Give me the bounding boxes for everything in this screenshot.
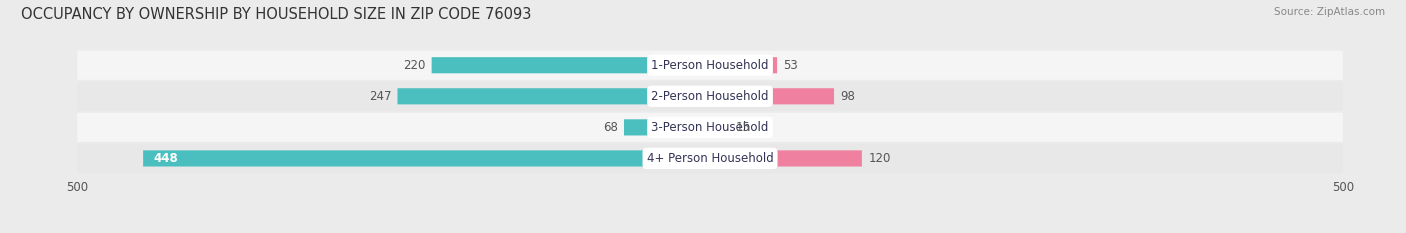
Text: OCCUPANCY BY OWNERSHIP BY HOUSEHOLD SIZE IN ZIP CODE 76093: OCCUPANCY BY OWNERSHIP BY HOUSEHOLD SIZE…: [21, 7, 531, 22]
Text: 3-Person Household: 3-Person Household: [651, 121, 769, 134]
FancyBboxPatch shape: [710, 119, 730, 135]
Text: 220: 220: [404, 59, 426, 72]
FancyBboxPatch shape: [710, 88, 834, 104]
Text: 4+ Person Household: 4+ Person Household: [647, 152, 773, 165]
FancyBboxPatch shape: [77, 82, 1343, 111]
FancyBboxPatch shape: [398, 88, 710, 104]
Text: 448: 448: [153, 152, 179, 165]
FancyBboxPatch shape: [432, 57, 710, 73]
Text: 1-Person Household: 1-Person Household: [651, 59, 769, 72]
FancyBboxPatch shape: [77, 144, 1343, 173]
Legend: Owner-occupied, Renter-occupied: Owner-occupied, Renter-occupied: [586, 230, 834, 233]
FancyBboxPatch shape: [143, 150, 710, 167]
Text: 2-Person Household: 2-Person Household: [651, 90, 769, 103]
FancyBboxPatch shape: [710, 150, 862, 167]
Text: 120: 120: [869, 152, 890, 165]
Text: 247: 247: [368, 90, 391, 103]
FancyBboxPatch shape: [77, 113, 1343, 142]
Text: Source: ZipAtlas.com: Source: ZipAtlas.com: [1274, 7, 1385, 17]
Text: 68: 68: [603, 121, 617, 134]
Text: 98: 98: [841, 90, 855, 103]
Text: 15: 15: [735, 121, 751, 134]
Text: 53: 53: [783, 59, 799, 72]
FancyBboxPatch shape: [624, 119, 710, 135]
FancyBboxPatch shape: [710, 57, 778, 73]
FancyBboxPatch shape: [77, 51, 1343, 80]
